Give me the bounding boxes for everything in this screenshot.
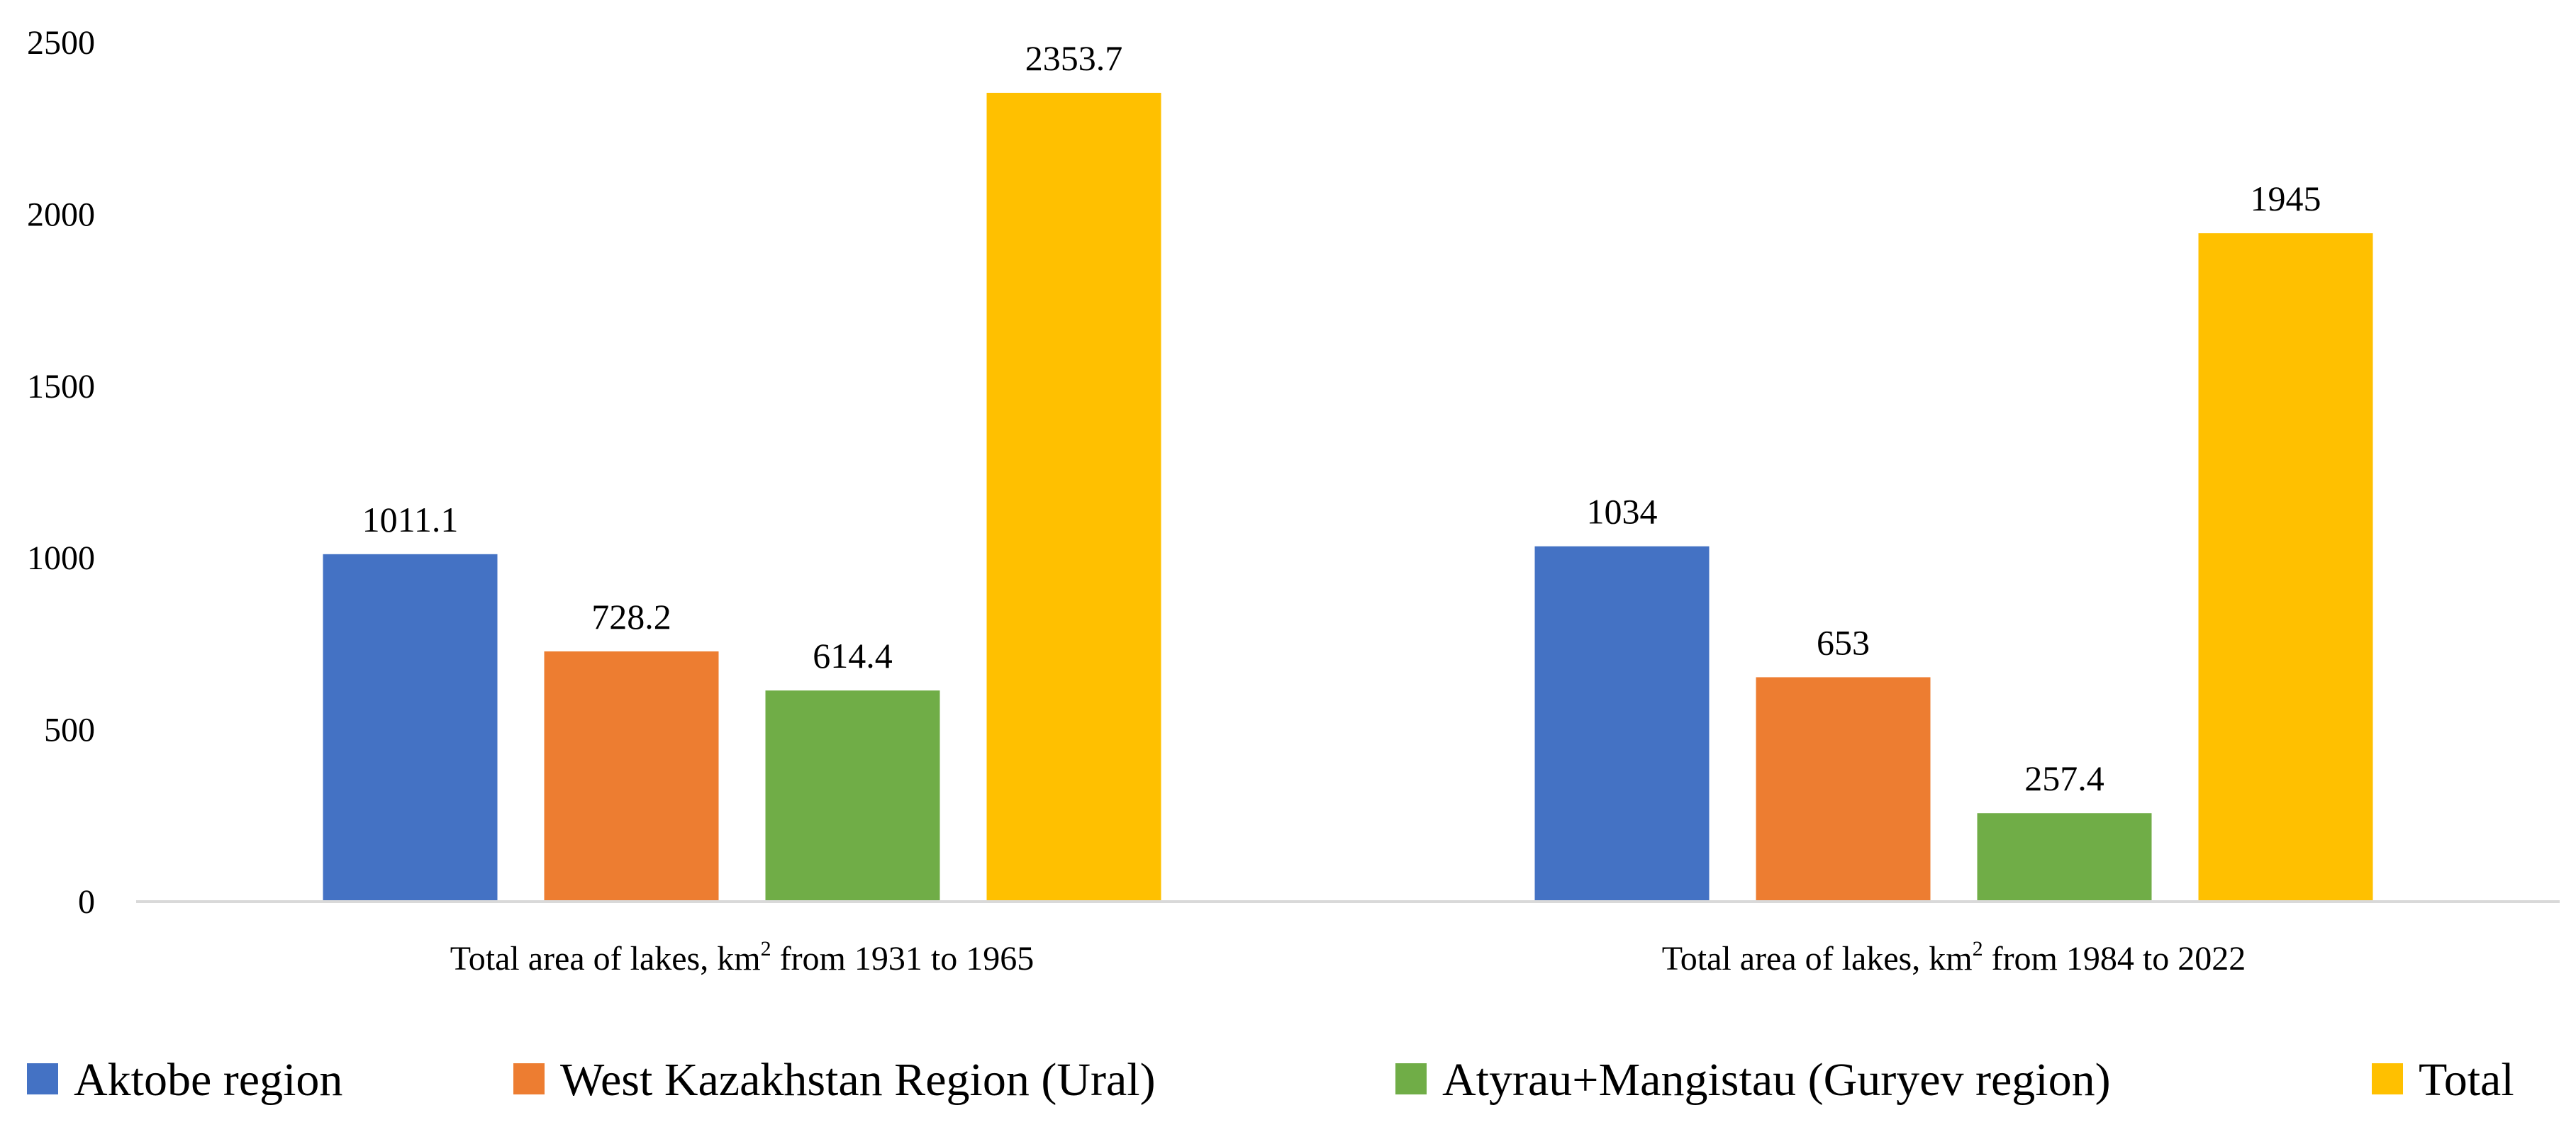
- legend-label: West Kazakhstan Region (Ural): [560, 1054, 1156, 1106]
- bar: [544, 651, 719, 902]
- bar-value-label: 2353.7: [1025, 38, 1123, 78]
- bar: [1534, 546, 1710, 902]
- bar: [986, 92, 1161, 902]
- category-labels: Total area of lakes, km2 from 1931 to 19…: [450, 937, 2246, 977]
- y-tick-label: 2500: [27, 24, 95, 62]
- legend-swatch: [2372, 1063, 2403, 1094]
- bars: [323, 92, 2373, 902]
- legend-swatch: [1395, 1063, 1427, 1094]
- x-category-label: Total area of lakes, km2 from 1984 to 20…: [1662, 937, 2246, 977]
- y-tick-label: 1000: [27, 539, 95, 577]
- bar: [1756, 677, 1931, 902]
- legend: Aktobe region West Kazakhstan Region (Ura…: [27, 1054, 2514, 1106]
- bar-value-label: 1945: [2251, 179, 2321, 218]
- bar: [765, 690, 940, 902]
- bar: [1977, 813, 2152, 902]
- y-tick-label: 500: [44, 712, 95, 749]
- bar: [323, 554, 498, 902]
- legend-swatch: [513, 1063, 545, 1094]
- legend-label: Total: [2419, 1054, 2514, 1106]
- legend-swatch: [27, 1063, 58, 1094]
- y-tick-label: 0: [78, 883, 95, 921]
- bar: [2198, 233, 2373, 902]
- x-category-label: Total area of lakes, km2 from 1931 to 19…: [450, 937, 1034, 977]
- y-tick-label: 2000: [27, 196, 95, 233]
- y-tick-label: 1500: [27, 368, 95, 405]
- legend-label: Aktobe region: [74, 1054, 342, 1106]
- bar-value-label: 1034: [1587, 492, 1658, 532]
- bar-value-label: 653: [1817, 622, 1870, 662]
- bar-value-label: 728.2: [591, 597, 671, 637]
- bar-value-label: 257.4: [2024, 758, 2104, 798]
- bar-value-label: 1011.1: [362, 500, 459, 539]
- legend-label: Atyrau+Mangistau (Guryev region): [1442, 1054, 2111, 1106]
- value-labels: 1011.1 728.2 614.4 2353.7 1034 653 257.4 1945: [362, 38, 2321, 798]
- bar-value-label: 614.4: [813, 636, 893, 676]
- y-axis: 0 500 1000 1500 2000 2500: [27, 24, 95, 921]
